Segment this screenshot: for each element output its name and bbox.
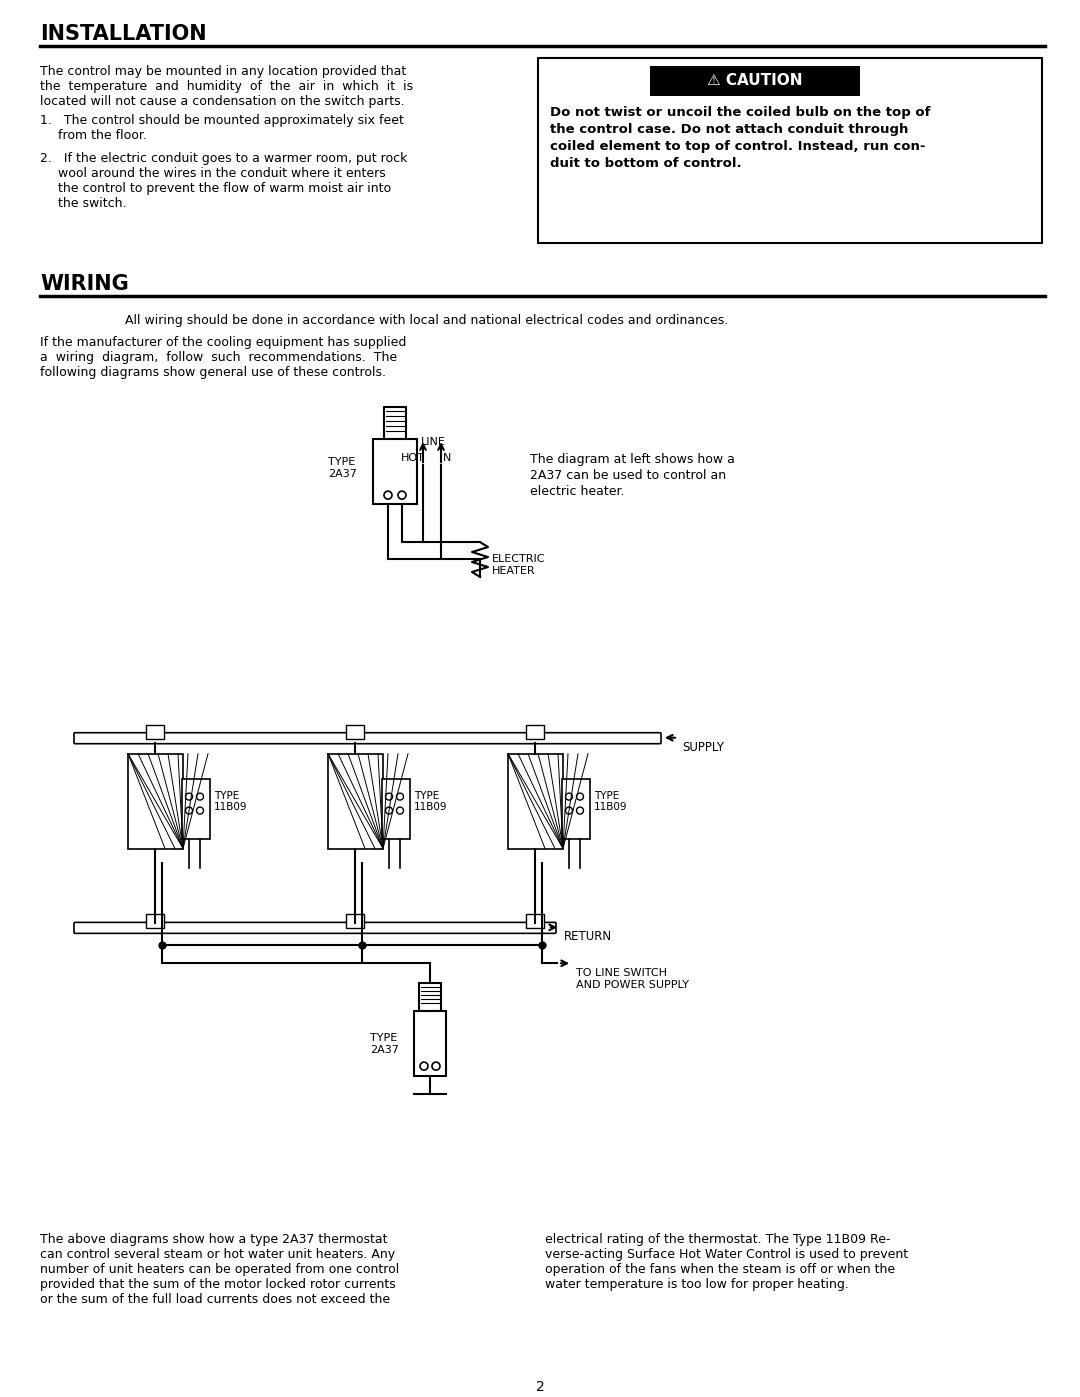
Text: WIRING: WIRING — [40, 274, 129, 295]
Text: ELECTRIC: ELECTRIC — [492, 555, 545, 564]
Circle shape — [566, 807, 572, 814]
Text: TYPE: TYPE — [594, 791, 619, 800]
Text: duit to bottom of control.: duit to bottom of control. — [550, 156, 742, 169]
Bar — [146, 915, 164, 929]
Bar — [526, 915, 544, 929]
Circle shape — [566, 793, 572, 800]
FancyBboxPatch shape — [75, 732, 661, 743]
Bar — [346, 725, 364, 739]
Text: or the sum of the full load currents does not exceed the: or the sum of the full load currents doe… — [40, 1292, 390, 1306]
Text: following diagrams show general use of these controls.: following diagrams show general use of t… — [40, 366, 386, 380]
Bar — [129, 753, 183, 848]
Text: 11B09: 11B09 — [214, 802, 247, 812]
Text: 2.   If the electric conduit goes to a warmer room, put rock: 2. If the electric conduit goes to a war… — [40, 152, 407, 165]
Text: All wiring should be done in accordance with local and national electrical codes: All wiring should be done in accordance … — [125, 314, 728, 327]
Circle shape — [577, 793, 583, 800]
Text: N: N — [443, 453, 451, 464]
Text: TYPE: TYPE — [328, 457, 355, 467]
Bar — [508, 753, 563, 848]
Text: located will not cause a condensation on the switch parts.: located will not cause a condensation on… — [40, 95, 405, 108]
Circle shape — [386, 793, 392, 800]
Bar — [373, 439, 417, 504]
Text: AND POWER SUPPLY: AND POWER SUPPLY — [576, 981, 689, 990]
Bar — [382, 778, 410, 838]
Text: the switch.: the switch. — [58, 197, 126, 210]
Circle shape — [577, 807, 583, 814]
Text: the control case. Do not attach conduit through: the control case. Do not attach conduit … — [550, 123, 908, 136]
Text: can control several steam or hot water unit heaters. Any: can control several steam or hot water u… — [40, 1248, 395, 1261]
Text: water temperature is too low for proper heating.: water temperature is too low for proper … — [545, 1278, 849, 1291]
Text: electric heater.: electric heater. — [530, 485, 624, 499]
Text: verse-acting Surface Hot Water Control is used to prevent: verse-acting Surface Hot Water Control i… — [545, 1248, 908, 1261]
Text: INSTALLATION: INSTALLATION — [40, 24, 206, 43]
Bar — [562, 778, 590, 838]
Text: the control to prevent the flow of warm moist air into: the control to prevent the flow of warm … — [58, 182, 391, 194]
Text: provided that the sum of the motor locked rotor currents: provided that the sum of the motor locke… — [40, 1278, 395, 1291]
Text: The diagram at left shows how a: The diagram at left shows how a — [530, 453, 734, 467]
Circle shape — [197, 807, 203, 814]
Text: HOT: HOT — [401, 453, 424, 464]
Text: 1.   The control should be mounted approximately six feet: 1. The control should be mounted approxi… — [40, 113, 404, 127]
Circle shape — [384, 492, 392, 499]
Text: 11B09: 11B09 — [414, 802, 447, 812]
Text: Do not twist or uncoil the coiled bulb on the top of: Do not twist or uncoil the coiled bulb o… — [550, 106, 931, 119]
Text: ⚠ CAUTION: ⚠ CAUTION — [707, 74, 802, 88]
Text: HEATER: HEATER — [492, 566, 536, 576]
Text: 2A37 can be used to control an: 2A37 can be used to control an — [530, 469, 726, 482]
Circle shape — [396, 807, 404, 814]
Text: 2A37: 2A37 — [328, 469, 356, 479]
Bar — [384, 408, 406, 439]
Text: 2: 2 — [536, 1380, 544, 1394]
Text: wool around the wires in the conduit where it enters: wool around the wires in the conduit whe… — [58, 166, 386, 180]
Text: RETURN: RETURN — [564, 930, 612, 943]
Bar — [526, 725, 544, 739]
Bar — [328, 753, 383, 848]
Text: TYPE: TYPE — [214, 791, 240, 800]
Text: 11B09: 11B09 — [594, 802, 627, 812]
Text: 2A37: 2A37 — [370, 1045, 399, 1055]
Bar — [414, 1011, 446, 1076]
Text: from the floor.: from the floor. — [58, 129, 147, 141]
Text: number of unit heaters can be operated from one control: number of unit heaters can be operated f… — [40, 1263, 400, 1275]
Text: electrical rating of the thermostat. The Type 11B09 Re-: electrical rating of the thermostat. The… — [545, 1232, 891, 1246]
Text: LINE: LINE — [421, 437, 446, 447]
Circle shape — [386, 807, 392, 814]
Circle shape — [399, 492, 406, 499]
Circle shape — [186, 807, 192, 814]
Circle shape — [420, 1062, 428, 1070]
Bar — [346, 915, 364, 929]
Bar — [146, 725, 164, 739]
Text: TYPE: TYPE — [414, 791, 440, 800]
Text: The above diagrams show how a type 2A37 thermostat: The above diagrams show how a type 2A37 … — [40, 1232, 388, 1246]
Text: TYPE: TYPE — [370, 1034, 397, 1044]
Text: TO LINE SWITCH: TO LINE SWITCH — [576, 968, 667, 978]
Bar — [419, 983, 441, 1011]
Bar — [538, 57, 1042, 243]
Circle shape — [396, 793, 404, 800]
Text: If the manufacturer of the cooling equipment has supplied: If the manufacturer of the cooling equip… — [40, 337, 406, 349]
Text: The control may be mounted in any location provided that: The control may be mounted in any locati… — [40, 64, 406, 78]
Bar — [183, 778, 210, 838]
Text: coiled element to top of control. Instead, run con-: coiled element to top of control. Instea… — [550, 140, 926, 152]
Circle shape — [186, 793, 192, 800]
Text: operation of the fans when the steam is off or when the: operation of the fans when the steam is … — [545, 1263, 895, 1275]
Text: the  temperature  and  humidity  of  the  air  in  which  it  is: the temperature and humidity of the air … — [40, 80, 414, 92]
Circle shape — [197, 793, 203, 800]
Text: SUPPLY: SUPPLY — [681, 740, 724, 754]
Text: a  wiring  diagram,  follow  such  recommendations.  The: a wiring diagram, follow such recommenda… — [40, 352, 397, 365]
Bar — [650, 66, 860, 96]
FancyBboxPatch shape — [75, 922, 556, 933]
Circle shape — [432, 1062, 440, 1070]
